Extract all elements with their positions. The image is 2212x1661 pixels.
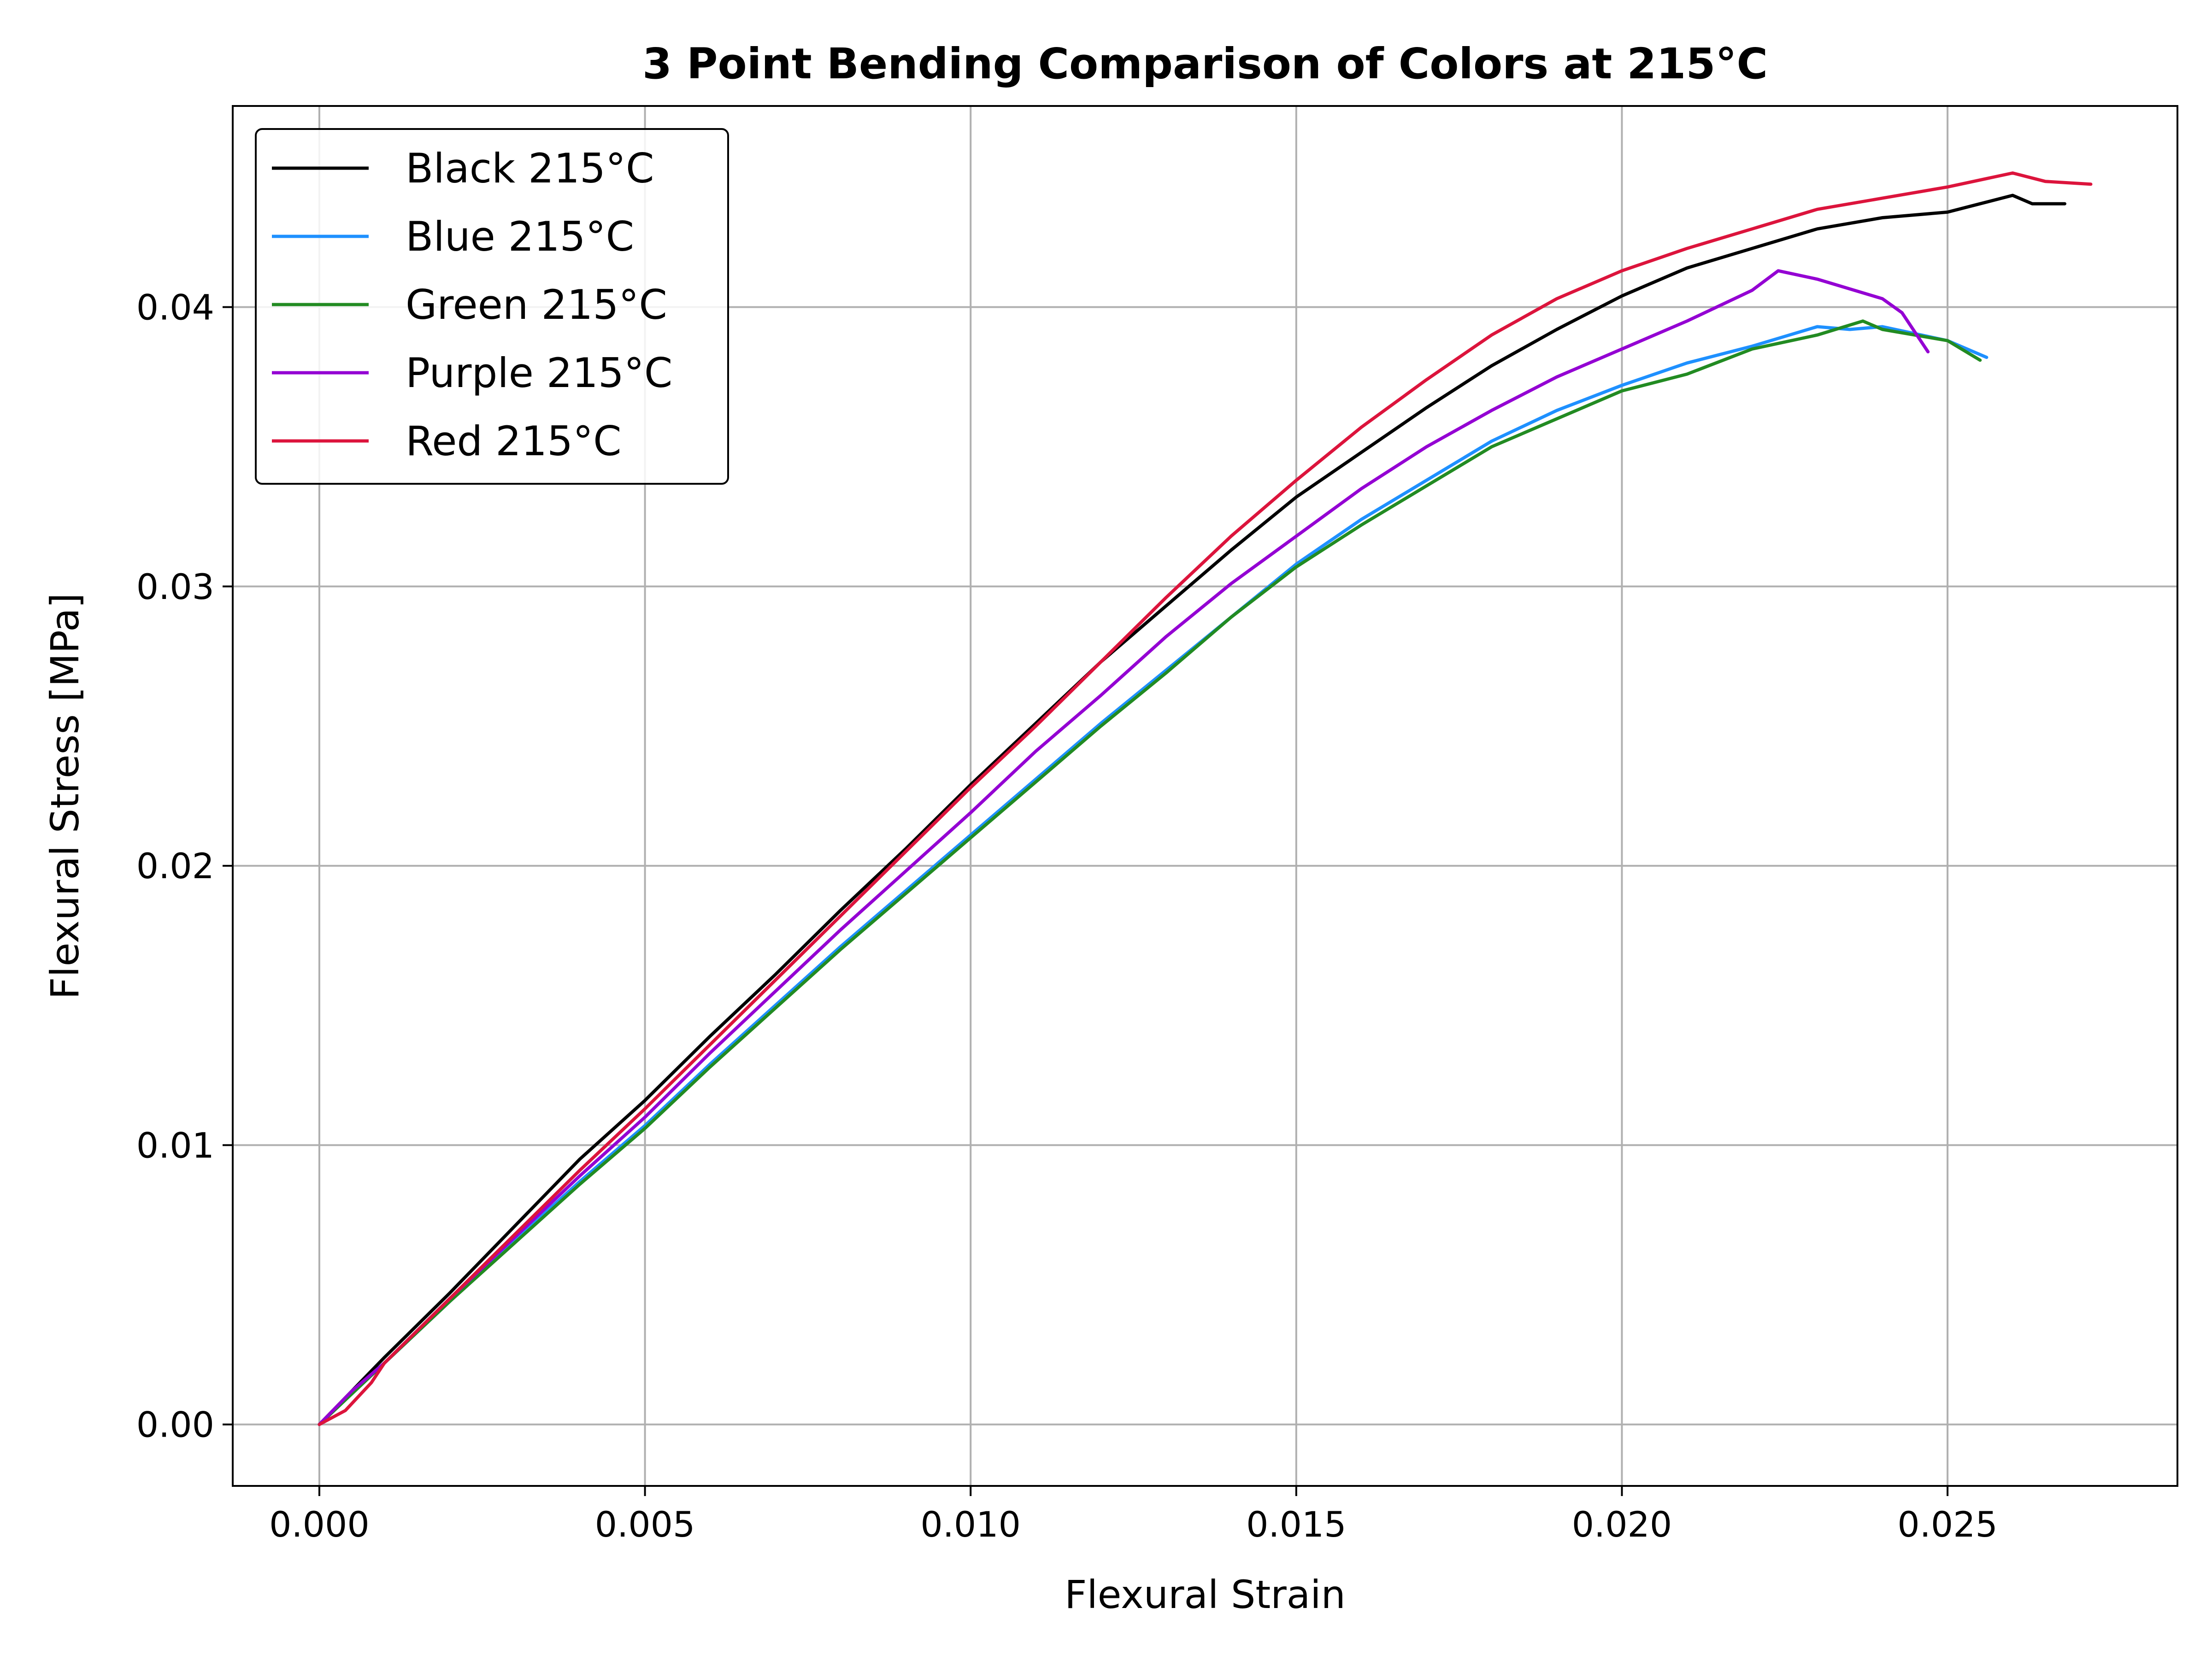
y-tick-label: 0.00 [136,1404,214,1445]
x-axis-label: Flexural Strain [1065,1572,1346,1617]
legend-label: Purple 215°C [406,349,672,397]
x-tick-label: 0.020 [1572,1504,1672,1545]
legend-label: Blue 215°C [406,213,634,260]
series-line-green [318,319,1982,1426]
series-line-red [318,171,2093,1426]
chart-title: 3 Point Bending Comparison of Colors at … [642,39,1768,88]
legend-box [255,128,729,485]
series-layer [318,171,2093,1426]
x-tick-label: 0.025 [1897,1504,1998,1545]
x-tick-label: 0.015 [1246,1504,1347,1545]
legend-label: Red 215°C [406,417,622,465]
plot-frame [232,105,2178,1487]
x-tick-label: 0.010 [920,1504,1021,1545]
y-axis-label: Flexural Stress [MPa] [42,593,88,999]
legend-label: Green 215°C [406,281,667,329]
x-tick-label: 0.005 [595,1504,695,1545]
legend-entries: Black 215°C Blue 215°C Green 215°C Purple 2… [272,145,672,465]
x-ticks: 0.000 0.005 0.010 0.015 0.020 0.025 [269,1486,1998,1545]
legend: Black 215°C Blue 215°C Green 215°C Purple 2… [255,128,729,485]
y-tick-label: 0.04 [136,287,214,328]
y-tick-label: 0.03 [136,566,214,607]
series-line-black [318,194,2066,1426]
y-tick-label: 0.02 [136,845,214,886]
y-ticks: 0.00 0.01 0.02 0.03 0.04 [136,287,233,1445]
series-line-blue [318,325,1988,1426]
y-tick-label: 0.01 [136,1125,214,1166]
series-line-purple [318,269,1930,1426]
x-tick-label: 0.000 [269,1504,370,1545]
grid-layer [233,106,2177,1486]
legend-label: Black 215°C [406,145,654,192]
